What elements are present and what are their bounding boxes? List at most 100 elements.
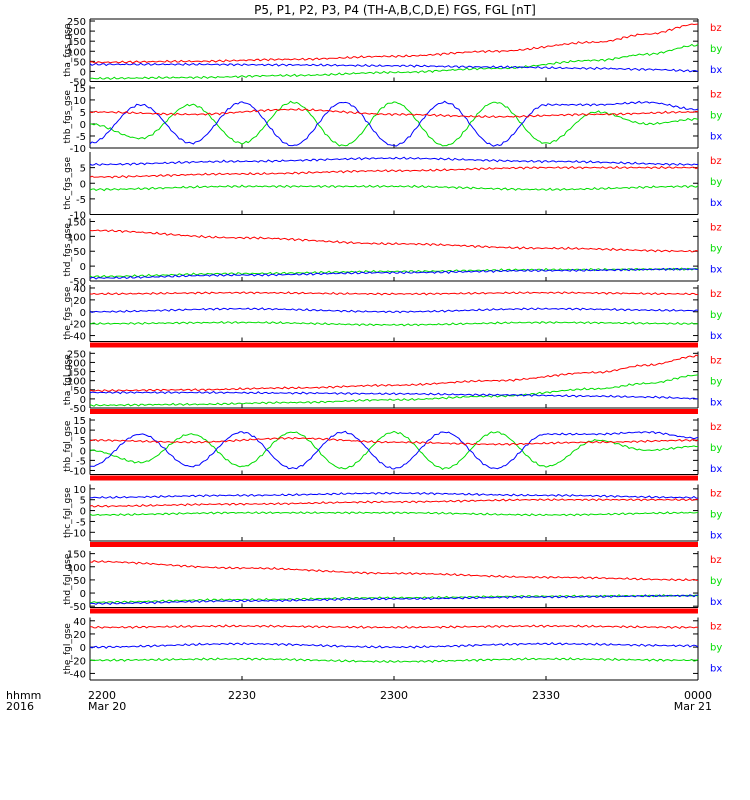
- series-by: [89, 100, 699, 147]
- y-tick-label: -40: [70, 669, 86, 680]
- y-tick-label: 0: [80, 395, 86, 406]
- legend-by: by: [710, 177, 722, 188]
- series-bx: [89, 156, 699, 166]
- series-bz: [89, 229, 699, 253]
- y-tick-label: 50: [73, 576, 86, 587]
- series-bx: [89, 307, 699, 314]
- y-tick-label: 20: [73, 630, 86, 641]
- x-tick-label: 2230: [228, 689, 256, 702]
- legend-bz: bz: [710, 156, 722, 167]
- series-by: [89, 430, 699, 471]
- y-tick-label: -5: [76, 195, 86, 206]
- panel-ylabel: tha_fgl_gse: [63, 354, 73, 406]
- figure-title: P5, P1, P2, P3, P4 (TH-A,B,C,D,E) FGS, F…: [254, 3, 536, 17]
- x-tick-label: 2330: [532, 689, 560, 702]
- y-tick-label: 50: [73, 386, 86, 397]
- y-tick-label: -10: [70, 144, 86, 155]
- y-tick-label: 150: [67, 37, 86, 48]
- y-tick-label: 100: [67, 47, 86, 58]
- y-tick-label: -5: [76, 456, 86, 467]
- y-tick-label: -50: [70, 78, 86, 89]
- y-tick-label: 40: [73, 617, 86, 628]
- panel-separator-bar: [90, 409, 698, 414]
- y-tick-label: 150: [67, 368, 86, 379]
- legend-bx: bx: [710, 331, 722, 342]
- y-tick-label: 0: [80, 507, 86, 518]
- panel-ylabel: thc_fgl_gse: [63, 487, 73, 538]
- y-tick-label: -20: [70, 320, 86, 331]
- y-tick-label: 10: [73, 485, 86, 496]
- panel-ylabel: the_fgs_gse: [63, 286, 73, 340]
- x-tick-date: Mar 20: [88, 700, 126, 713]
- series-by: [89, 184, 699, 192]
- legend-bx: bx: [710, 132, 722, 143]
- series-bz: [89, 354, 699, 393]
- legend-bz: bz: [710, 422, 722, 433]
- series-bx: [89, 641, 699, 649]
- y-tick-label: 200: [67, 358, 86, 369]
- y-tick-label: 0: [80, 446, 86, 457]
- y-tick-label: -50: [70, 277, 86, 288]
- x-axis-year: 2016: [6, 700, 34, 713]
- y-tick-label: 0: [80, 120, 86, 131]
- y-tick-label: -50: [70, 404, 86, 415]
- legend-bx: bx: [710, 265, 722, 276]
- series-bx: [89, 594, 699, 605]
- y-tick-label: -20: [70, 656, 86, 667]
- y-tick-label: 40: [73, 284, 86, 295]
- y-tick-label: 0: [80, 589, 86, 600]
- series-bx: [89, 267, 698, 280]
- series-bx: [89, 491, 699, 499]
- legend-bx: bx: [710, 597, 722, 608]
- panel-ylabel: tha_fgs_gse: [63, 23, 73, 77]
- series-bz: [89, 624, 699, 629]
- series-bz: [89, 165, 699, 179]
- y-tick-label: 50: [73, 57, 86, 68]
- panel-ylabel: thd_fgs_gse: [63, 223, 73, 277]
- x-axis-label: hhmm: [6, 689, 41, 702]
- series-bz: [89, 107, 699, 119]
- legend-bx: bx: [710, 464, 722, 475]
- series-by: [89, 43, 699, 80]
- legend-by: by: [710, 244, 722, 255]
- series-bx: [89, 430, 699, 470]
- y-tick-label: -10: [70, 528, 86, 539]
- y-tick-label: 5: [80, 108, 86, 119]
- legend-by: by: [710, 510, 722, 521]
- legend-bz: bz: [710, 356, 722, 367]
- series-bz: [89, 23, 699, 64]
- y-tick-label: 15: [73, 416, 86, 427]
- legend-by: by: [710, 111, 722, 122]
- y-tick-label: 50: [73, 247, 86, 258]
- legend-by: by: [710, 377, 722, 388]
- y-tick-label: -5: [76, 132, 86, 143]
- panel-ylabel: thc_fgs_gse: [63, 156, 73, 209]
- series-bz: [89, 560, 698, 582]
- legend-bx: bx: [710, 198, 722, 209]
- legend-bx: bx: [710, 398, 722, 409]
- legend-bz: bz: [710, 289, 722, 300]
- y-tick-label: -10: [70, 466, 86, 477]
- panel-separator-bar: [90, 342, 698, 348]
- y-tick-label: 100: [67, 232, 86, 243]
- y-tick-label: -40: [70, 332, 86, 343]
- x-tick-label: 2200: [88, 689, 116, 702]
- legend-bx: bx: [710, 664, 722, 675]
- series-by: [89, 594, 699, 604]
- legend-by: by: [710, 44, 722, 55]
- y-tick-label: 10: [73, 96, 86, 107]
- series-by: [89, 657, 699, 664]
- series-bz: [89, 291, 699, 296]
- series-bz: [89, 436, 699, 446]
- y-tick-label: 0: [80, 67, 86, 78]
- y-tick-label: 0: [80, 179, 86, 190]
- y-tick-label: 5: [80, 164, 86, 175]
